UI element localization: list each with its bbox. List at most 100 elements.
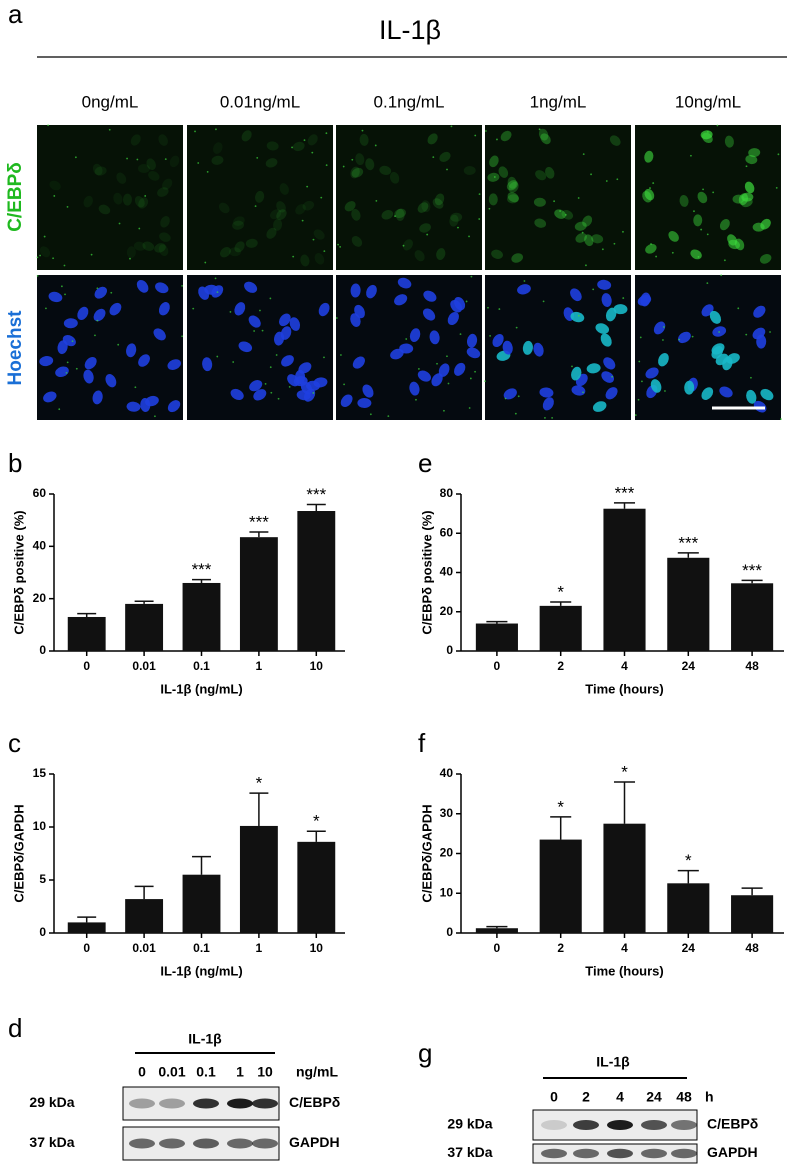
speck bbox=[446, 168, 448, 171]
speck bbox=[343, 383, 345, 386]
micrograph bbox=[336, 125, 482, 270]
speck bbox=[662, 339, 664, 341]
column-label: 1ng/mL bbox=[530, 92, 587, 111]
nucleus bbox=[136, 279, 149, 293]
x-tick-label: 2 bbox=[557, 941, 564, 955]
nucleus bbox=[350, 166, 360, 179]
speck bbox=[690, 154, 692, 157]
significance: *** bbox=[192, 560, 212, 579]
nucleus bbox=[540, 133, 551, 145]
bar bbox=[603, 823, 646, 933]
speck bbox=[706, 131, 709, 133]
nucleus bbox=[169, 155, 180, 168]
nucleus bbox=[232, 220, 245, 230]
treatment-title: IL-1β bbox=[379, 15, 441, 45]
speck bbox=[457, 226, 459, 229]
nucleus bbox=[133, 241, 146, 251]
nucleus bbox=[92, 390, 103, 405]
band bbox=[541, 1120, 567, 1130]
nucleus bbox=[83, 369, 94, 384]
nucleus bbox=[644, 150, 654, 163]
blot-treatment: IL-1β bbox=[188, 1031, 222, 1047]
nucleus bbox=[491, 249, 503, 259]
nucleus bbox=[276, 209, 287, 221]
x-tick-label: 0.01 bbox=[132, 941, 156, 955]
band bbox=[607, 1148, 633, 1159]
bar bbox=[667, 557, 710, 651]
nucleus bbox=[741, 192, 754, 202]
speck bbox=[649, 187, 651, 189]
band bbox=[671, 1148, 697, 1159]
nucleus bbox=[658, 352, 669, 367]
x-axis-label: Time (hours) bbox=[585, 963, 664, 978]
nucleus bbox=[653, 321, 666, 335]
speck bbox=[611, 375, 614, 378]
band bbox=[573, 1148, 599, 1159]
nucleus bbox=[48, 291, 63, 303]
speck bbox=[75, 367, 78, 370]
panel-label: b bbox=[8, 448, 22, 478]
speck bbox=[465, 300, 468, 303]
nucleus bbox=[668, 231, 679, 242]
y-tick-label: 0 bbox=[446, 643, 453, 657]
band bbox=[641, 1148, 667, 1159]
error-bar bbox=[741, 887, 763, 896]
nucleus bbox=[438, 363, 450, 377]
nucleus bbox=[432, 198, 444, 209]
nucleus bbox=[366, 284, 377, 299]
nucleus bbox=[645, 367, 659, 379]
nucleus bbox=[253, 389, 267, 401]
bar bbox=[475, 623, 518, 651]
nucleus bbox=[137, 164, 150, 174]
nucleus bbox=[365, 158, 375, 171]
speck bbox=[582, 153, 585, 156]
speck bbox=[275, 354, 278, 356]
nucleus bbox=[449, 214, 459, 227]
bar bbox=[297, 841, 336, 933]
nucleus bbox=[586, 363, 601, 374]
speck bbox=[259, 309, 261, 312]
nucleus bbox=[508, 181, 519, 193]
speck bbox=[261, 329, 264, 332]
speck bbox=[216, 291, 219, 294]
nucleus bbox=[575, 233, 587, 243]
speck bbox=[229, 311, 232, 313]
x-tick-label: 0.1 bbox=[193, 941, 210, 955]
speck bbox=[269, 297, 272, 300]
error-bar bbox=[77, 916, 97, 923]
band-size: 37 kDa bbox=[447, 1144, 492, 1160]
nucleus bbox=[359, 133, 369, 146]
nucleus bbox=[507, 176, 517, 189]
nucleus bbox=[539, 387, 554, 398]
nucleus bbox=[213, 142, 223, 154]
nucleus bbox=[488, 193, 498, 206]
bar bbox=[539, 839, 582, 933]
column-label: 10ng/mL bbox=[675, 92, 741, 111]
speck bbox=[582, 391, 584, 394]
y-tick-label: 40 bbox=[440, 766, 454, 780]
nucleus bbox=[274, 331, 285, 346]
nucleus bbox=[238, 341, 253, 353]
nucleus bbox=[489, 155, 499, 168]
nucleus bbox=[270, 209, 282, 220]
column-label: 0ng/mL bbox=[82, 92, 139, 111]
x-tick-label: 1 bbox=[256, 659, 263, 673]
micrograph bbox=[37, 125, 183, 270]
nucleus bbox=[389, 171, 400, 184]
speck bbox=[60, 285, 63, 288]
nucleus bbox=[379, 165, 392, 175]
speck bbox=[311, 151, 314, 154]
nucleus bbox=[220, 247, 231, 258]
error-bar bbox=[249, 792, 269, 826]
nucleus bbox=[760, 388, 774, 401]
nucleus bbox=[234, 241, 245, 253]
nucleus bbox=[362, 384, 374, 398]
speck bbox=[374, 144, 377, 147]
error-bar bbox=[677, 869, 699, 884]
nucleus bbox=[281, 355, 294, 367]
speck bbox=[52, 257, 55, 260]
band-protein: C/EBPδ bbox=[707, 1116, 758, 1132]
x-tick-label: 24 bbox=[682, 659, 696, 673]
speck bbox=[488, 207, 491, 210]
speck bbox=[253, 330, 256, 332]
